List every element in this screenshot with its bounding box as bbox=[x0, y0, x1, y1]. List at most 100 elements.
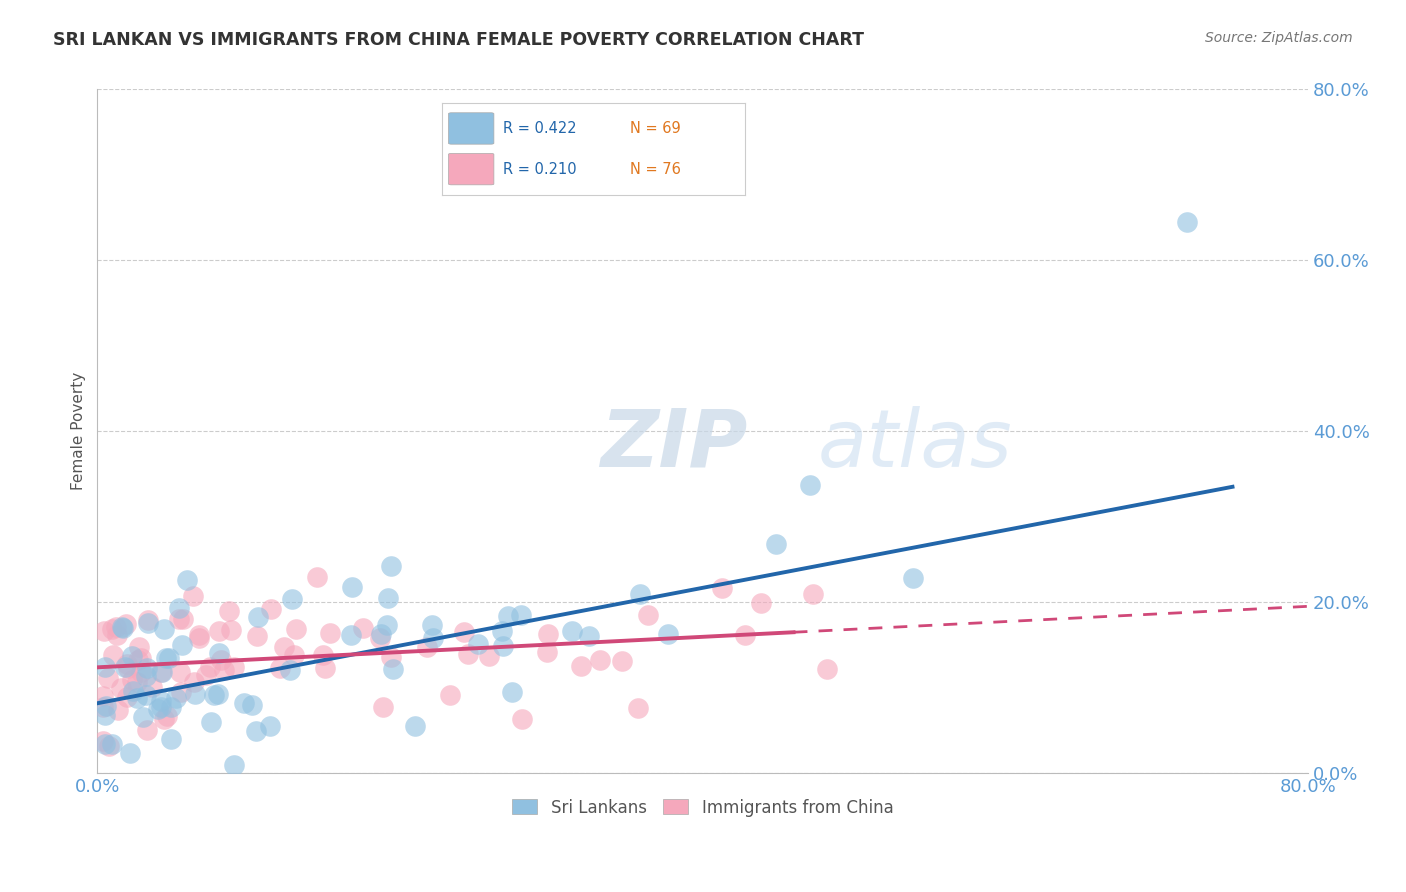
Point bbox=[208, 624, 231, 638]
Point bbox=[498, 609, 520, 624]
Point bbox=[98, 739, 121, 753]
Point bbox=[1175, 214, 1198, 228]
Point bbox=[114, 660, 136, 674]
Point bbox=[368, 631, 391, 645]
Point bbox=[245, 724, 267, 739]
Point bbox=[242, 698, 264, 713]
Point bbox=[259, 719, 281, 733]
Point bbox=[314, 661, 336, 675]
Point bbox=[626, 701, 648, 715]
Point bbox=[208, 647, 231, 661]
Point bbox=[187, 627, 209, 641]
Point bbox=[221, 624, 243, 638]
Point bbox=[120, 746, 142, 760]
Point bbox=[285, 622, 308, 636]
Point bbox=[560, 624, 582, 639]
Point bbox=[111, 621, 134, 635]
Point bbox=[194, 668, 217, 682]
Point bbox=[381, 661, 404, 675]
Point bbox=[422, 632, 444, 646]
Point bbox=[93, 689, 115, 703]
Point bbox=[312, 648, 335, 663]
Point bbox=[492, 639, 515, 653]
Point bbox=[170, 684, 193, 698]
Point bbox=[416, 640, 439, 654]
Point bbox=[305, 570, 328, 584]
Point bbox=[93, 624, 115, 638]
Point bbox=[453, 624, 475, 639]
Point bbox=[281, 591, 304, 606]
Point bbox=[115, 657, 138, 672]
Text: ZIP: ZIP bbox=[600, 406, 747, 483]
Point bbox=[218, 604, 240, 618]
Point bbox=[610, 654, 633, 668]
Point bbox=[150, 700, 173, 714]
Point bbox=[283, 648, 305, 662]
Point bbox=[135, 661, 157, 675]
Point bbox=[110, 681, 132, 696]
Point bbox=[127, 675, 149, 690]
Point bbox=[734, 628, 756, 642]
Point bbox=[94, 699, 117, 714]
Point bbox=[97, 671, 120, 685]
Point bbox=[200, 659, 222, 673]
Text: Source: ZipAtlas.com: Source: ZipAtlas.com bbox=[1205, 31, 1353, 45]
Point bbox=[172, 612, 194, 626]
Point bbox=[510, 712, 533, 726]
Point bbox=[135, 669, 157, 683]
Point bbox=[420, 618, 443, 632]
Point bbox=[135, 688, 157, 702]
Point bbox=[269, 661, 291, 675]
Point bbox=[467, 637, 489, 651]
Point bbox=[380, 559, 402, 574]
Text: SRI LANKAN VS IMMIGRANTS FROM CHINA FEMALE POVERTY CORRELATION CHART: SRI LANKAN VS IMMIGRANTS FROM CHINA FEMA… bbox=[53, 31, 865, 49]
Point bbox=[657, 627, 679, 641]
Point bbox=[94, 737, 117, 751]
Point bbox=[380, 649, 402, 664]
Point bbox=[187, 631, 209, 645]
Point bbox=[352, 621, 374, 635]
Point bbox=[569, 658, 592, 673]
Point bbox=[152, 665, 174, 680]
Point bbox=[153, 713, 176, 727]
Point bbox=[260, 602, 283, 616]
Point bbox=[628, 586, 651, 600]
Point bbox=[799, 478, 821, 492]
Point bbox=[377, 591, 399, 606]
Point bbox=[901, 571, 924, 585]
Point bbox=[132, 709, 155, 723]
Point bbox=[135, 723, 157, 737]
Point bbox=[578, 629, 600, 643]
Point bbox=[129, 665, 152, 679]
Point bbox=[117, 661, 139, 675]
Point bbox=[93, 733, 115, 747]
Point bbox=[169, 665, 191, 679]
Point bbox=[749, 596, 772, 610]
Point bbox=[94, 660, 117, 674]
Point bbox=[370, 626, 392, 640]
Point bbox=[127, 652, 149, 666]
Point bbox=[101, 622, 124, 636]
Point bbox=[404, 719, 426, 733]
Point bbox=[104, 620, 127, 634]
Point bbox=[536, 626, 558, 640]
Point bbox=[93, 700, 115, 714]
Point bbox=[141, 681, 163, 695]
Text: atlas: atlas bbox=[818, 406, 1012, 483]
Point bbox=[457, 647, 479, 661]
Point bbox=[128, 640, 150, 654]
Point bbox=[340, 628, 363, 642]
Point bbox=[233, 696, 256, 710]
Point bbox=[801, 587, 824, 601]
Point bbox=[148, 702, 170, 716]
Point bbox=[207, 687, 229, 701]
Point bbox=[711, 581, 734, 595]
Point bbox=[105, 628, 128, 642]
Point bbox=[149, 665, 172, 679]
Point bbox=[176, 573, 198, 587]
Point bbox=[491, 624, 513, 638]
Point bbox=[181, 589, 204, 603]
Point bbox=[222, 757, 245, 772]
Point bbox=[136, 613, 159, 627]
Point bbox=[153, 623, 176, 637]
